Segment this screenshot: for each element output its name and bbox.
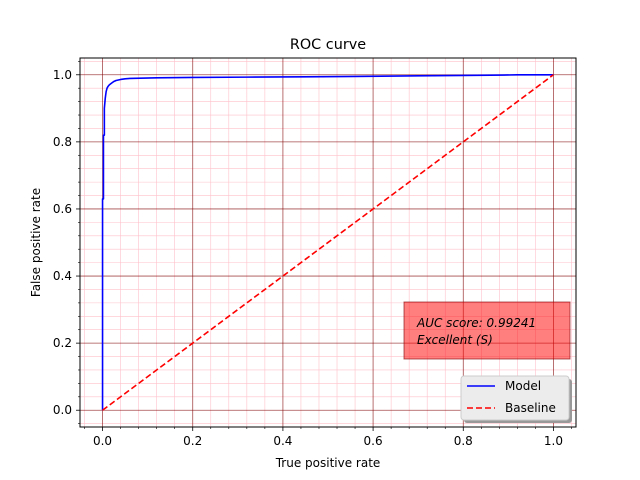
x-tick-label: 0.0 xyxy=(93,434,112,448)
y-tick-label: 0.2 xyxy=(53,336,72,350)
series-line-baseline xyxy=(102,74,554,411)
y-tick-label: 1.0 xyxy=(53,68,72,82)
annotation-rating: Excellent (S) xyxy=(417,333,493,347)
y-tick-label: 0.0 xyxy=(53,403,72,417)
y-tick-label: 0.6 xyxy=(53,202,72,216)
annotation-auc-score: AUC score: 0.99241 xyxy=(416,316,536,330)
x-tick-label: 1.0 xyxy=(544,434,563,448)
y-tick-label: 0.4 xyxy=(53,269,72,283)
x-axis-ticks: 0.0 0.2 0.4 0.6 0.8 1.0 xyxy=(84,427,572,448)
axes-frame xyxy=(79,57,577,428)
legend-label-model: Model xyxy=(505,379,541,393)
legend: Model Baseline xyxy=(460,375,572,423)
x-axis-title: True positive rate xyxy=(275,456,381,470)
annotation-background xyxy=(403,301,571,360)
y-axis-ticks: 0.0 0.2 0.4 0.6 0.8 1.0 xyxy=(53,61,80,424)
x-tick-label: 0.2 xyxy=(183,434,202,448)
chart-title: ROC curve xyxy=(290,37,366,53)
legend-box xyxy=(460,375,570,421)
y-axis-title: False positive rate xyxy=(29,188,43,297)
y-tick-label: 0.8 xyxy=(53,135,72,149)
series-layer xyxy=(101,73,554,411)
x-tick-label: 0.4 xyxy=(273,434,292,448)
legend-label-baseline: Baseline xyxy=(505,401,556,415)
x-tick-label: 0.8 xyxy=(454,434,473,448)
x-tick-label: 0.6 xyxy=(364,434,383,448)
annotation-box: AUC score: 0.99241 Excellent (S) xyxy=(403,301,571,360)
series-line-model xyxy=(101,73,554,411)
minor-grid xyxy=(80,58,576,427)
